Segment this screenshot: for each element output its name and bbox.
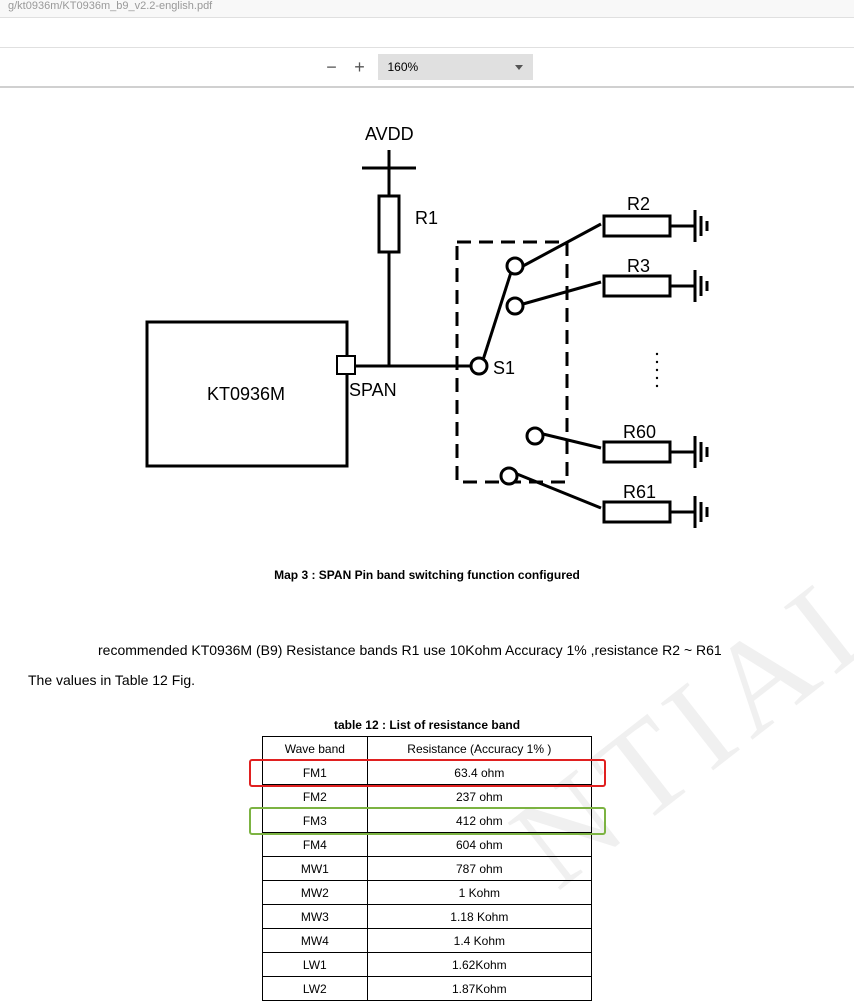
zoom-in-button[interactable]: + xyxy=(350,57,370,77)
table-row: MW31.18 Kohm xyxy=(263,905,592,929)
avdd-label: AVDD xyxy=(365,124,414,144)
table-row: FM4604 ohm xyxy=(263,833,592,857)
r3-label: R3 xyxy=(627,256,650,276)
span-label: SPAN xyxy=(349,380,397,400)
table-row: FM2237 ohm xyxy=(263,785,592,809)
table-header-row: Wave band Resistance (Accuracy 1% ) xyxy=(263,737,592,761)
table-row: LW11.62Kohm xyxy=(263,953,592,977)
table-cell: LW2 xyxy=(263,977,368,1001)
r61-label: R61 xyxy=(623,482,656,502)
zoom-select[interactable]: 160% xyxy=(378,54,533,80)
table-cell: 412 ohm xyxy=(367,809,591,833)
chevron-down-icon xyxy=(515,65,523,70)
resistance-table-wrap: Wave band Resistance (Accuracy 1% ) FM16… xyxy=(262,736,592,1001)
table-caption: table 12 : List of resistance band xyxy=(20,718,834,732)
table-row: MW41.4 Kohm xyxy=(263,929,592,953)
zoom-value: 160% xyxy=(388,60,419,74)
table-cell: MW4 xyxy=(263,929,368,953)
r1-label: R1 xyxy=(415,208,438,228)
table-ref-text: The values in Table 12 Fig. xyxy=(28,672,834,688)
table-cell: FM3 xyxy=(263,809,368,833)
page-content: NTIAL AVDD R1 KT0936M SPAN xyxy=(0,88,854,1001)
table-row: LW21.87Kohm xyxy=(263,977,592,1001)
table-cell: MW2 xyxy=(263,881,368,905)
col-header: Resistance (Accuracy 1% ) xyxy=(367,737,591,761)
table-cell: 1.18 Kohm xyxy=(367,905,591,929)
table-cell: MW1 xyxy=(263,857,368,881)
diagram-caption: Map 3 : SPAN Pin band switching function… xyxy=(20,568,834,582)
toolbar-spacer xyxy=(0,18,854,48)
table-cell: 787 ohm xyxy=(367,857,591,881)
table-cell: 1.87Kohm xyxy=(367,977,591,1001)
table-row: MW21 Kohm xyxy=(263,881,592,905)
url-bar: g/kt0936m/KT0936m_b9_v2.2-english.pdf xyxy=(0,0,854,18)
zoom-out-button[interactable]: − xyxy=(322,57,342,77)
chip-label: KT0936M xyxy=(207,384,285,404)
table-row: FM3412 ohm xyxy=(263,809,592,833)
r60-label: R60 xyxy=(623,422,656,442)
table-row: FM163.4 ohm xyxy=(263,761,592,785)
table-cell: 63.4 ohm xyxy=(367,761,591,785)
table-cell: FM4 xyxy=(263,833,368,857)
table-row: MW1787 ohm xyxy=(263,857,592,881)
s1-label: S1 xyxy=(493,358,515,378)
table-cell: 1.62Kohm xyxy=(367,953,591,977)
circuit-diagram: AVDD R1 KT0936M SPAN S1 xyxy=(67,118,787,538)
table-cell: 1 Kohm xyxy=(367,881,591,905)
table-cell: 604 ohm xyxy=(367,833,591,857)
r2-label: R2 xyxy=(627,194,650,214)
table-cell: LW1 xyxy=(263,953,368,977)
table-cell: 237 ohm xyxy=(367,785,591,809)
table-cell: FM2 xyxy=(263,785,368,809)
table-cell: MW3 xyxy=(263,905,368,929)
table-cell: FM1 xyxy=(263,761,368,785)
col-header: Wave band xyxy=(263,737,368,761)
recommendation-text: recommended KT0936M (B9) Resistance band… xyxy=(98,642,834,658)
pdf-toolbar: − + 160% xyxy=(0,48,854,88)
table-cell: 1.4 Kohm xyxy=(367,929,591,953)
resistance-table: Wave band Resistance (Accuracy 1% ) FM16… xyxy=(262,736,592,1001)
